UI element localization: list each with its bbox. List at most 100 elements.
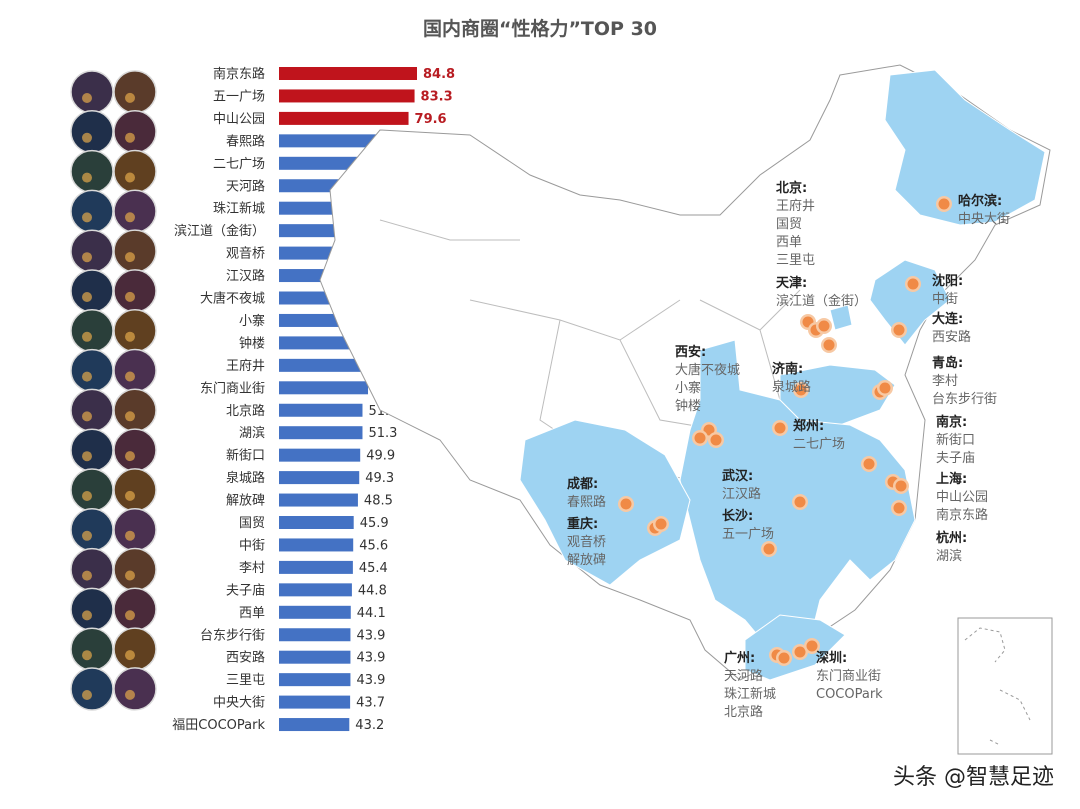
photo-highlight bbox=[82, 650, 92, 661]
map-marker bbox=[895, 480, 907, 492]
photo-highlight bbox=[82, 371, 92, 382]
photo-thumbnail bbox=[70, 309, 114, 353]
category-label: 二七广场 bbox=[213, 157, 265, 172]
photo-highlight bbox=[82, 172, 92, 183]
category-label: 西单 bbox=[239, 606, 265, 621]
map-city-name: 长沙: bbox=[722, 508, 753, 524]
map-district-name: 二七广场 bbox=[793, 437, 845, 452]
category-label: 中山公园 bbox=[213, 112, 265, 127]
map-marker bbox=[794, 646, 806, 658]
value-label: 83.3 bbox=[421, 89, 453, 104]
photo-thumbnail bbox=[70, 388, 114, 433]
photo-thumbnail bbox=[70, 348, 114, 393]
category-label: 南京东路 bbox=[213, 66, 265, 82]
photo-thumbnail bbox=[70, 667, 114, 711]
photo-highlight bbox=[125, 411, 135, 422]
bar bbox=[279, 67, 417, 80]
map-district-name: 滨江道（金街） bbox=[776, 293, 867, 309]
category-label: 福田COCOPark bbox=[172, 718, 265, 733]
bar bbox=[279, 583, 352, 597]
bar bbox=[279, 538, 354, 552]
map-city-name: 青岛: bbox=[932, 355, 963, 371]
value-label: 45.9 bbox=[360, 516, 389, 531]
category-label: 夫子庙 bbox=[226, 583, 265, 598]
map-district-name: 东门商业街 bbox=[816, 669, 881, 684]
photo-highlight bbox=[82, 252, 92, 263]
map-marker bbox=[774, 422, 786, 434]
bar bbox=[279, 426, 363, 440]
map-district-name: 中街 bbox=[932, 292, 958, 307]
photo-highlight bbox=[125, 212, 135, 223]
photo-highlight bbox=[125, 570, 135, 581]
bar bbox=[279, 695, 351, 709]
category-label: 泉城路 bbox=[226, 470, 265, 486]
value-label: 44.8 bbox=[358, 583, 387, 598]
map-city-name: 武汉: bbox=[722, 468, 753, 484]
category-label: 北京路 bbox=[226, 403, 265, 419]
bar bbox=[279, 718, 350, 732]
province-heilongjiang bbox=[884, 69, 1046, 226]
category-label: 新街口 bbox=[226, 448, 265, 464]
map-markers bbox=[618, 196, 952, 666]
photo-thumbnails bbox=[70, 70, 157, 711]
photo-thumbnail bbox=[70, 189, 114, 234]
category-label: 李村 bbox=[239, 561, 265, 576]
map-district-name: 中央大街 bbox=[958, 212, 1010, 227]
value-label: 43.2 bbox=[355, 718, 384, 733]
photo-thumbnail bbox=[113, 468, 157, 512]
photo-highlight bbox=[82, 570, 92, 581]
map-district-name: 五一广场 bbox=[722, 527, 774, 542]
photo-thumbnail bbox=[113, 149, 157, 194]
category-label: 五一广场 bbox=[213, 89, 265, 104]
photo-highlight bbox=[125, 252, 135, 263]
photo-thumbnail bbox=[113, 269, 157, 313]
map-district-name: 钟楼 bbox=[675, 398, 701, 414]
map-district-name: COCOPark bbox=[816, 687, 883, 702]
photo-highlight bbox=[125, 490, 135, 501]
value-label: 45.6 bbox=[359, 538, 388, 553]
photo-thumbnail bbox=[70, 269, 114, 313]
photo-highlight bbox=[82, 411, 92, 422]
map-marker bbox=[620, 498, 632, 510]
photo-highlight bbox=[125, 530, 135, 541]
watermark: 头条 @智慧足迹 bbox=[893, 765, 1054, 790]
map-district-name: 王府井 bbox=[776, 199, 815, 214]
photo-highlight bbox=[82, 93, 92, 103]
value-label: 84.8 bbox=[423, 67, 455, 82]
map-district-name: 台东步行街 bbox=[932, 392, 997, 407]
map-district-name: 春熙路 bbox=[567, 494, 606, 510]
photo-highlight bbox=[82, 690, 92, 700]
map-district-name: 夫子庙 bbox=[936, 451, 975, 466]
map-city-name: 天津: bbox=[776, 275, 807, 291]
category-label: 西安路 bbox=[226, 650, 265, 666]
category-label: 小寨 bbox=[239, 313, 265, 329]
map-district-name: 泉城路 bbox=[772, 379, 811, 395]
category-label: 中街 bbox=[239, 538, 265, 553]
photo-highlight bbox=[82, 331, 92, 342]
photo-thumbnail bbox=[113, 388, 157, 433]
bar bbox=[279, 516, 354, 529]
map-district-name: 湖滨 bbox=[936, 548, 962, 564]
category-label: 中央大街 bbox=[213, 696, 265, 711]
photo-thumbnail bbox=[113, 308, 157, 353]
photo-thumbnail bbox=[113, 547, 157, 592]
map-district-name: 珠江新城 bbox=[724, 686, 776, 702]
map-marker bbox=[795, 384, 807, 396]
bar bbox=[279, 673, 351, 687]
map-district-name: 西安路 bbox=[932, 329, 971, 345]
photo-highlight bbox=[82, 530, 92, 541]
category-label: 三里屯 bbox=[226, 673, 265, 688]
category-label: 钟楼 bbox=[239, 335, 265, 351]
map-marker bbox=[694, 432, 706, 444]
map-marker bbox=[893, 502, 905, 514]
map-district-name: 小寨 bbox=[675, 380, 701, 396]
map-district-name: 李村 bbox=[932, 374, 958, 389]
map-district-name: 天河路 bbox=[724, 668, 763, 684]
bar bbox=[279, 560, 353, 574]
category-label: 湖滨 bbox=[239, 425, 265, 441]
map-district-name: 北京路 bbox=[724, 704, 763, 720]
bar bbox=[279, 628, 351, 642]
category-label: 天河路 bbox=[226, 178, 265, 194]
